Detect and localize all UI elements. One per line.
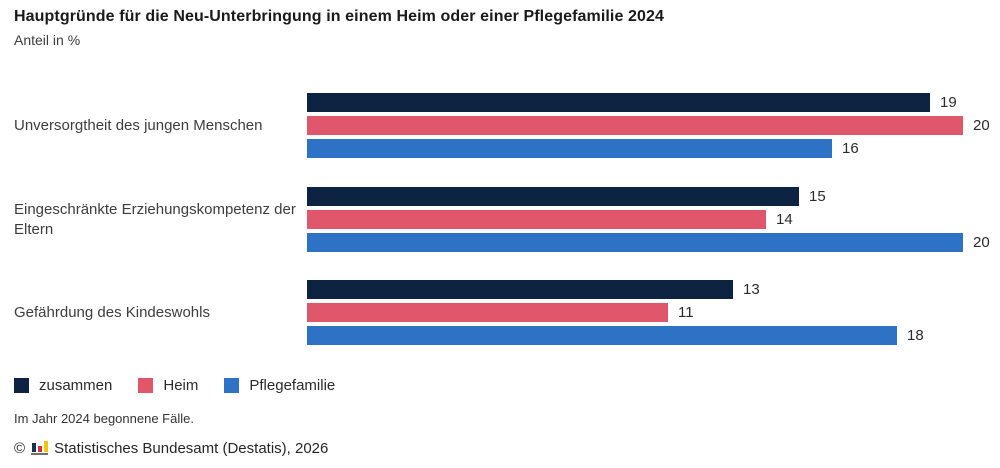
bar-heim: [307, 303, 668, 322]
bar-stack: 13 11 18: [307, 280, 1000, 345]
bar-row: 14: [307, 210, 1000, 229]
bar-zusammen: [307, 280, 733, 299]
bar-value-label: 16: [842, 140, 859, 157]
footnote: Im Jahr 2024 begonnene Fälle.: [14, 411, 194, 426]
bar-pflegefamilie: [307, 139, 832, 158]
bar-row: 16: [307, 139, 1000, 158]
legend-item-zusammen: zusammen: [14, 377, 112, 394]
bar-value-label: 15: [809, 188, 826, 205]
copyright-text: Statistisches Bundesamt (Destatis), 2026: [54, 440, 329, 457]
bar-row: 18: [307, 326, 1000, 345]
chart-subtitle: Anteil in %: [14, 32, 81, 48]
bar-group: Gefährdung des Kindeswohls 13 11 18: [0, 280, 1000, 345]
bar-pflegefamilie: [307, 326, 897, 345]
legend-item-heim: Heim: [138, 377, 198, 394]
bar-value-label: 14: [776, 211, 793, 228]
bar-row: 15: [307, 187, 1000, 206]
bar-stack: 19 20 16: [307, 93, 1000, 158]
bar-row: 11: [307, 303, 1000, 322]
bar-heim: [307, 210, 766, 229]
destatis-logo-icon: [31, 441, 49, 456]
bar-zusammen: [307, 93, 930, 112]
bar-value-label: 20: [973, 234, 990, 251]
bar-stack: 15 14 20: [307, 187, 1000, 252]
category-label: Eingeschränkte Erziehungskompetenz der E…: [14, 201, 296, 238]
bar-group: Eingeschränkte Erziehungskompetenz der E…: [0, 187, 1000, 252]
bar-row: 20: [307, 116, 1000, 135]
legend-item-pflegefamilie: Pflegefamilie: [224, 377, 335, 394]
category-label: Unversorgtheit des jungen Menschen: [14, 116, 263, 134]
copyright-line: © Statistisches Bundesamt (Destatis), 20…: [14, 440, 328, 457]
legend-label: Heim: [163, 377, 199, 394]
bar-group: Unversorgtheit des jungen Menschen 19 20 16: [0, 93, 1000, 158]
legend-label: zusammen: [39, 377, 113, 394]
bar-row: 19: [307, 93, 1000, 112]
bar-value-label: 19: [940, 94, 957, 111]
bar-pflegefamilie: [307, 233, 963, 252]
legend-label: Pflegefamilie: [249, 377, 336, 394]
bar-value-label: 13: [743, 281, 760, 298]
bar-chart: Unversorgtheit des jungen Menschen 19 20 16…: [0, 93, 1000, 353]
copyright-symbol: ©: [14, 440, 26, 457]
category-label: Gefährdung des Kindeswohls: [14, 303, 210, 321]
legend-swatch-icon: [138, 378, 154, 393]
legend-swatch-icon: [14, 378, 29, 393]
chart-title: Hauptgründe für die Neu-Unterbringung in…: [14, 8, 664, 25]
bar-zusammen: [307, 187, 799, 206]
bar-value-label: 11: [678, 304, 694, 321]
chart-legend: zusammen Heim Pflegefamilie: [14, 377, 335, 394]
bar-heim: [307, 116, 963, 135]
bar-value-label: 20: [973, 117, 990, 134]
bar-value-label: 18: [907, 327, 924, 344]
bar-row: 20: [307, 233, 1000, 252]
bar-row: 13: [307, 280, 1000, 299]
legend-swatch-icon: [224, 378, 240, 393]
